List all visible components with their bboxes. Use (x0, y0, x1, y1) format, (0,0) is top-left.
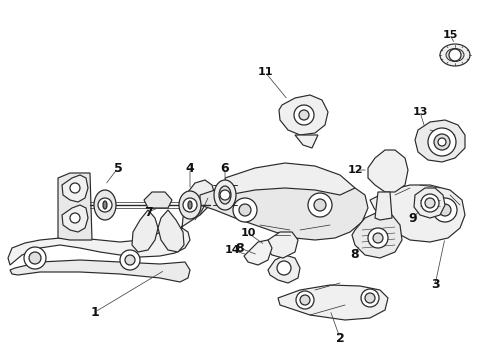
Circle shape (120, 250, 140, 270)
Polygon shape (132, 210, 158, 252)
Circle shape (24, 247, 46, 269)
Text: 11: 11 (257, 67, 273, 77)
Circle shape (277, 261, 291, 275)
Circle shape (439, 204, 451, 216)
Polygon shape (200, 175, 368, 240)
Text: 14: 14 (224, 245, 240, 255)
Polygon shape (278, 285, 388, 320)
Circle shape (296, 291, 314, 309)
Circle shape (438, 138, 446, 146)
Polygon shape (62, 205, 88, 232)
Circle shape (299, 110, 309, 120)
Polygon shape (368, 150, 408, 192)
Text: 6: 6 (220, 162, 229, 175)
Ellipse shape (179, 191, 201, 219)
Polygon shape (375, 192, 392, 220)
Polygon shape (415, 120, 465, 162)
Circle shape (421, 194, 439, 212)
Polygon shape (180, 180, 215, 228)
Text: 9: 9 (409, 212, 417, 225)
Text: 12: 12 (347, 165, 363, 175)
Polygon shape (244, 240, 272, 265)
Circle shape (125, 255, 135, 265)
Polygon shape (268, 255, 300, 283)
Ellipse shape (440, 44, 470, 66)
Circle shape (434, 134, 450, 150)
Ellipse shape (219, 186, 231, 204)
Ellipse shape (214, 180, 236, 210)
Polygon shape (225, 163, 355, 195)
Circle shape (373, 233, 383, 243)
Circle shape (220, 190, 230, 200)
Text: 3: 3 (431, 279, 440, 292)
Circle shape (433, 198, 457, 222)
Circle shape (314, 199, 326, 211)
Circle shape (233, 198, 257, 222)
Circle shape (428, 128, 456, 156)
Ellipse shape (94, 190, 116, 220)
Text: 8: 8 (236, 242, 245, 255)
Circle shape (294, 105, 314, 125)
Text: 13: 13 (412, 107, 428, 117)
Ellipse shape (188, 201, 192, 209)
Polygon shape (158, 210, 184, 252)
Text: 10: 10 (240, 228, 256, 238)
Text: 4: 4 (186, 162, 195, 175)
Circle shape (300, 295, 310, 305)
Circle shape (368, 228, 388, 248)
Polygon shape (414, 188, 445, 218)
Text: 1: 1 (91, 306, 99, 319)
Text: 15: 15 (442, 30, 458, 40)
Polygon shape (370, 185, 465, 242)
Circle shape (98, 198, 112, 212)
Circle shape (29, 252, 41, 264)
Ellipse shape (446, 49, 464, 62)
Circle shape (308, 193, 332, 217)
Ellipse shape (103, 201, 107, 209)
Text: 2: 2 (336, 332, 344, 345)
Polygon shape (352, 212, 402, 258)
Polygon shape (58, 173, 92, 240)
Polygon shape (266, 232, 298, 258)
Circle shape (183, 198, 197, 212)
Circle shape (239, 204, 251, 216)
Polygon shape (8, 228, 190, 265)
Circle shape (70, 213, 80, 223)
Polygon shape (295, 135, 318, 148)
Polygon shape (144, 192, 172, 208)
Polygon shape (62, 175, 88, 202)
Circle shape (425, 198, 435, 208)
Text: 7: 7 (144, 206, 152, 219)
Circle shape (361, 289, 379, 307)
Polygon shape (279, 95, 328, 135)
Polygon shape (10, 260, 190, 282)
Text: 8: 8 (351, 248, 359, 261)
Circle shape (70, 183, 80, 193)
Circle shape (449, 49, 461, 61)
Circle shape (365, 293, 375, 303)
Text: 5: 5 (114, 162, 122, 175)
